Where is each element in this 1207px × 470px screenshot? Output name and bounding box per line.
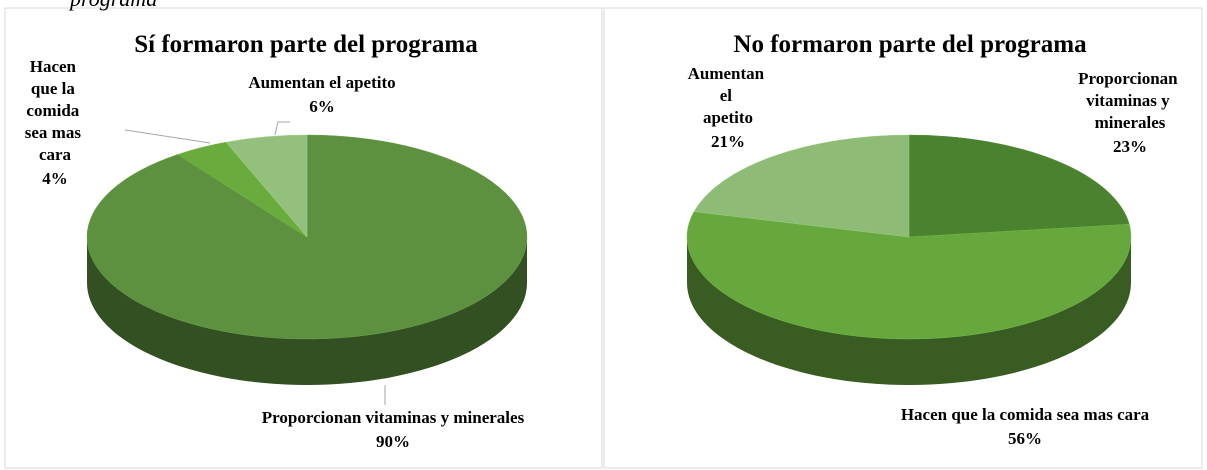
label-line: el bbox=[720, 86, 737, 105]
label-line: comida bbox=[26, 101, 83, 120]
leader-line bbox=[124, 129, 211, 144]
pie-slice bbox=[225, 134, 308, 238]
label-line: Aumentan el apetito bbox=[248, 73, 395, 92]
pie-slice bbox=[686, 211, 1132, 340]
label-line: cara bbox=[39, 145, 72, 164]
label-line: Hacen bbox=[30, 57, 81, 76]
data-label: Hacen que la comida sea mas cara bbox=[901, 405, 1150, 424]
caption: programa bbox=[68, 0, 157, 11]
chart-title: Sí formaron parte del programa bbox=[134, 31, 478, 58]
value-label: 90% bbox=[376, 432, 410, 451]
pie-slice bbox=[908, 134, 1130, 238]
label-line: que la bbox=[31, 79, 79, 98]
pie-side bbox=[87, 237, 527, 385]
value-label: 56% bbox=[1008, 429, 1042, 448]
pie-side bbox=[687, 237, 1131, 385]
label-line: sea mas bbox=[25, 123, 85, 142]
label-line: Proporcionan vitaminas y minerales bbox=[262, 408, 525, 427]
value-label: 4% bbox=[42, 169, 68, 188]
label-line: vitaminas y bbox=[1086, 91, 1174, 110]
data-label: Hacen que la comida sea mas cara bbox=[25, 57, 85, 164]
chart-title: No formaron parte del programa bbox=[733, 31, 1087, 58]
data-label: Aumentan el apetito bbox=[688, 64, 769, 127]
data-label: Aumentan el apetito bbox=[248, 73, 395, 92]
value-label: 6% bbox=[309, 97, 335, 116]
panel bbox=[603, 7, 1203, 469]
leader-line bbox=[274, 121, 290, 136]
label-line: Hacen que la comida sea mas cara bbox=[901, 405, 1150, 424]
label-line: Proporcionan bbox=[1078, 69, 1182, 88]
panel bbox=[4, 7, 603, 469]
pie-slice bbox=[693, 134, 910, 238]
value-label: 21% bbox=[711, 132, 745, 151]
data-label: Proporcionan vitaminas y minerales bbox=[262, 408, 525, 427]
label-line: apetito bbox=[703, 108, 753, 127]
label-line: minerales bbox=[1095, 113, 1166, 132]
value-label: 23% bbox=[1113, 137, 1147, 156]
label-line: Aumentan bbox=[688, 64, 769, 83]
data-label: Proporcionan vitaminas y minerales bbox=[1078, 69, 1182, 132]
